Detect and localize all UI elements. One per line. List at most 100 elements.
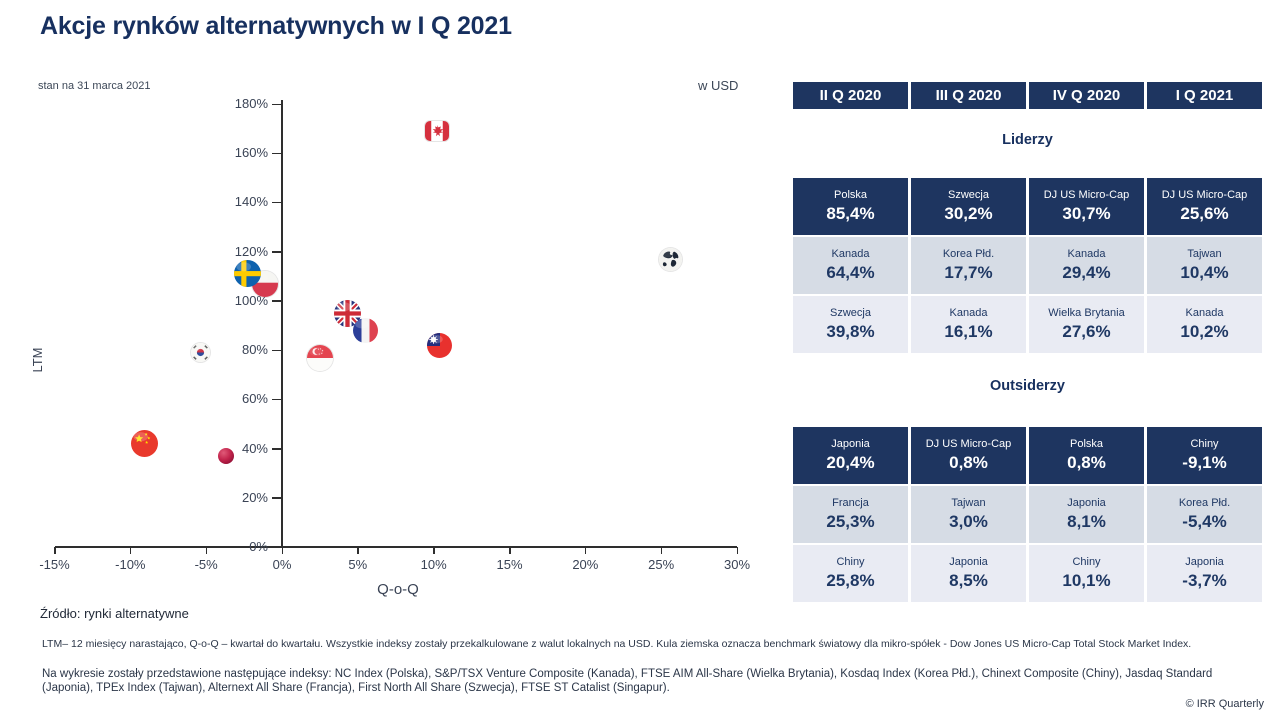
table-cell: Tajwan 3,0%	[911, 486, 1026, 543]
currency-note: w USD	[698, 78, 739, 93]
table-cell: Kanada 16,1%	[911, 296, 1026, 353]
index-return-value: 25,6%	[1180, 203, 1229, 223]
y-tick-label: 40%	[241, 440, 268, 456]
quarter-tables: II Q 2020 III Q 2020 IV Q 2020 I Q 2021 Lide…	[793, 82, 1262, 612]
table-cell: Korea Płd. -5,4%	[1147, 486, 1262, 543]
marker-china-flag-icon	[130, 430, 158, 458]
quarter-header-cell: III Q 2020	[911, 82, 1026, 109]
x-tick-label: 0%	[272, 557, 292, 572]
x-tick-label: 5%	[348, 557, 368, 572]
table-cell: Japonia 8,5%	[911, 545, 1026, 602]
index-return-value: 0,8%	[949, 452, 988, 472]
footnote-indices: Na wykresie zostały przedstawione następ…	[42, 668, 1213, 695]
index-return-value: -3,7%	[1182, 570, 1227, 590]
y-tick	[272, 497, 282, 499]
y-axis-title: LTM	[30, 347, 45, 373]
index-return-value: 10,1%	[1062, 570, 1111, 590]
index-name: Chiny	[1072, 556, 1101, 568]
marker-france-flag-icon	[352, 317, 378, 343]
as-of-date-label: stan na 31 marca 2021	[38, 80, 151, 92]
index-return-value: 8,1%	[1067, 511, 1106, 531]
index-return-value: 30,2%	[944, 203, 993, 223]
index-name: Kanada	[831, 248, 870, 260]
index-return-value: 85,4%	[826, 203, 875, 223]
x-tick-label: -5%	[194, 557, 218, 572]
section-title-outsiderzy: Outsiderzy	[990, 378, 1065, 394]
y-tick-label: 100%	[234, 292, 268, 308]
index-name: Polska	[1069, 438, 1104, 450]
index-name: Szwecja	[948, 189, 989, 201]
table-row: Francja 25,3% Tajwan 3,0% Japonia 8,1% Korea P…	[793, 486, 1262, 543]
section-title-liderzy: Liderzy	[1002, 132, 1053, 148]
y-tick	[272, 398, 282, 401]
index-return-value: 3,0%	[949, 511, 988, 531]
marker-uk-flag-icon	[333, 299, 361, 327]
x-tick	[736, 547, 738, 554]
table-row: Kanada 64,4% Korea Płd. 17,7% Kanada 29,4% Taj…	[793, 237, 1262, 294]
index-return-value: 30,7%	[1062, 203, 1111, 223]
table-cell: Korea Płd. 17,7%	[911, 237, 1026, 294]
index-return-value: 64,4%	[826, 262, 875, 282]
table-cell: Kanada 29,4%	[1029, 237, 1144, 294]
index-return-value: 17,7%	[944, 262, 993, 282]
x-tick-label: 25%	[648, 557, 675, 572]
index-return-value: 16,1%	[944, 321, 993, 341]
y-tick	[272, 546, 282, 548]
index-name: Kanada	[1185, 307, 1224, 319]
y-tick	[272, 103, 282, 105]
index-return-value: 0,8%	[1067, 452, 1106, 472]
index-name: Japonia	[1185, 556, 1224, 568]
x-tick	[509, 547, 511, 554]
index-name: Szwecja	[830, 307, 871, 319]
index-name: Japonia	[1067, 497, 1106, 509]
x-tick-label: 10%	[420, 557, 447, 572]
y-tick-label: 0%	[249, 539, 268, 554]
scatter-chart: Q-o-Q LTM 0% 20% 40% 60% 80% 100% 120% 140% 160%…	[30, 96, 750, 598]
index-name: Tajwan	[1187, 248, 1222, 260]
copyright-label: © IRR Quarterly	[1185, 698, 1264, 710]
table-row: Chiny 25,8% Japonia 8,5% Chiny 10,1% Japonia -3…	[793, 545, 1262, 602]
index-return-value: 10,2%	[1180, 321, 1229, 341]
index-name: DJ US Micro-Cap	[1043, 189, 1130, 201]
index-name: Chiny	[1190, 438, 1219, 450]
marker-globe-flag-icon	[658, 247, 682, 271]
x-tick	[433, 547, 435, 554]
table-cell: Japonia 20,4%	[793, 427, 908, 484]
x-tick	[205, 547, 208, 554]
x-tick-label: -15%	[39, 557, 70, 572]
x-tick-label: -10%	[115, 557, 146, 572]
index-return-value: 8,5%	[949, 570, 988, 590]
index-name: Francja	[832, 497, 869, 509]
table-cell: Japonia 8,1%	[1029, 486, 1144, 543]
index-name: Kanada	[949, 307, 988, 319]
index-return-value: 39,8%	[826, 321, 875, 341]
index-return-value: 10,4%	[1180, 262, 1229, 282]
index-name: Polska	[833, 189, 868, 201]
x-tick	[660, 547, 663, 554]
index-name: Wielka Brytania	[1048, 307, 1125, 319]
index-name: Chiny	[836, 556, 865, 568]
index-name: DJ US Micro-Cap	[1161, 189, 1248, 201]
y-tick	[272, 152, 282, 155]
footnote-definitions: LTM– 12 miesięcy narastająco, Q-o-Q – kw…	[42, 638, 1192, 650]
index-return-value: 27,6%	[1062, 321, 1111, 341]
index-name: Korea Płd.	[1178, 497, 1231, 509]
table-cell: Francja 25,3%	[793, 486, 908, 543]
x-tick	[584, 547, 587, 554]
x-axis	[55, 546, 737, 548]
table-cell: Polska 85,4%	[793, 178, 908, 235]
index-name: Korea Płd.	[942, 248, 995, 260]
table-cell: Kanada 64,4%	[793, 237, 908, 294]
table-cell: Szwecja 39,8%	[793, 296, 908, 353]
y-tick	[272, 201, 282, 204]
table-cell: Japonia -3,7%	[1147, 545, 1262, 602]
quarter-header-row: II Q 2020 III Q 2020 IV Q 2020 I Q 2021	[793, 82, 1262, 109]
index-return-value: 29,4%	[1062, 262, 1111, 282]
table-cell: Wielka Brytania 27,6%	[1029, 296, 1144, 353]
y-tick-label: 180%	[234, 96, 268, 111]
x-tick	[54, 547, 56, 554]
quarter-header-cell: II Q 2020	[793, 82, 908, 109]
marker-singapore-flag-icon	[306, 344, 333, 371]
y-tick-label: 80%	[241, 342, 268, 358]
